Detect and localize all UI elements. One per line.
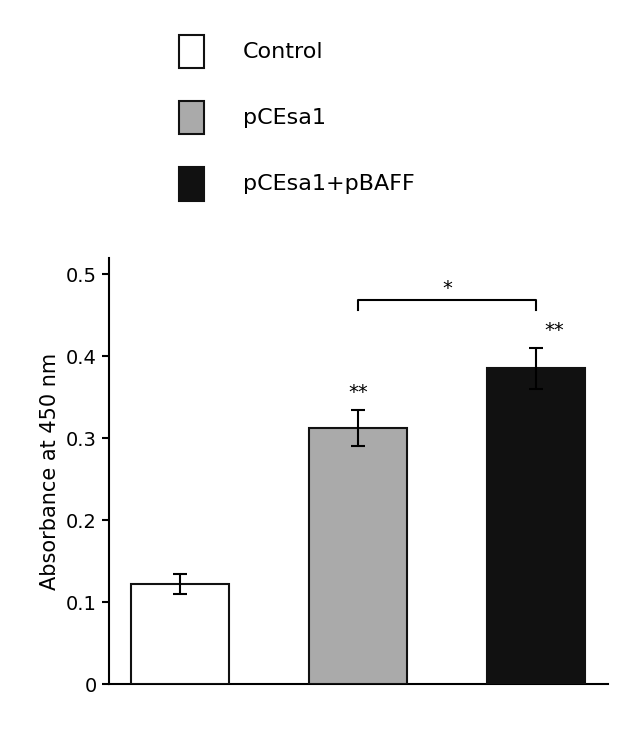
Bar [310,428,407,684]
Bar [131,584,229,684]
Text: pCEsa1+pBAFF: pCEsa1+pBAFF [243,174,415,194]
Text: pCEsa1: pCEsa1 [243,107,326,128]
Text: **: ** [544,321,564,340]
Text: **: ** [349,383,368,402]
Text: *: * [442,279,452,298]
Bar [488,369,586,684]
Text: Control: Control [243,41,324,62]
Y-axis label: Absorbance at 450 nm: Absorbance at 450 nm [40,353,60,590]
